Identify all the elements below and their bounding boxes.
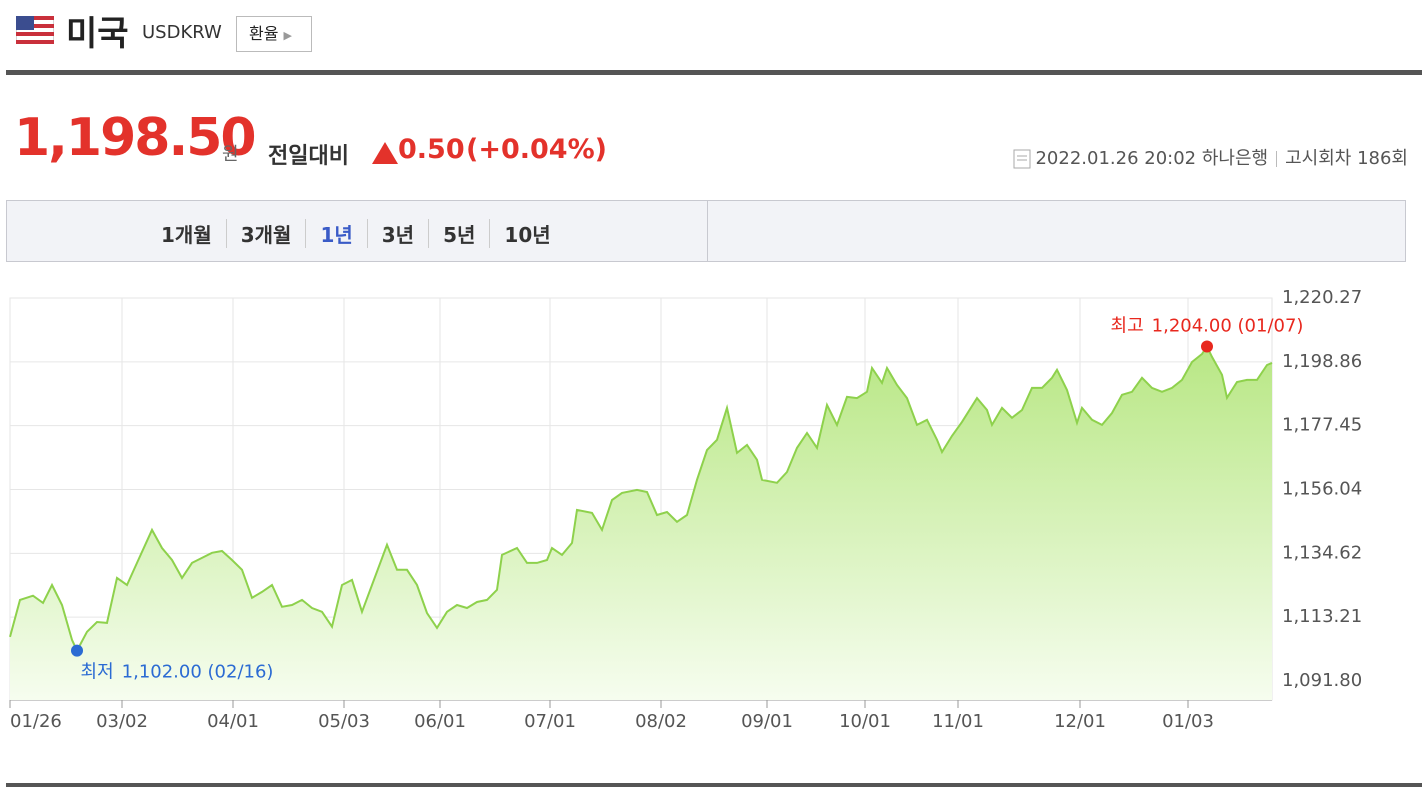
price-unit: 원 — [222, 144, 239, 165]
change-percent: (+0.04%) — [466, 134, 607, 165]
x-tick-label: 04/01 — [207, 711, 259, 732]
period-tabs: 1개월 3개월 1년 3년 5년 10년 — [6, 200, 1406, 262]
x-tick-label: 03/02 — [96, 711, 148, 732]
extreme-marker — [1201, 340, 1213, 353]
tab-list: 1개월 3개월 1년 3년 5년 10년 — [147, 219, 565, 248]
x-tick-label: 06/01 — [414, 711, 466, 732]
meta-icon — [1013, 149, 1031, 169]
up-arrow — [372, 142, 398, 164]
divider — [6, 783, 1422, 787]
x-tick-label: 05/03 — [318, 711, 370, 732]
price: 1,198.50 — [14, 108, 257, 168]
currency-code: USDKRW — [142, 22, 222, 43]
y-tick-label: 1,177.45 — [1282, 415, 1362, 436]
annotation-text: 1,102.00 (02/16) — [122, 662, 274, 683]
y-tick-label: 1,220.27 — [1282, 287, 1362, 308]
y-tick-label: 1,134.62 — [1282, 542, 1362, 563]
tab[interactable]: 3개월 — [225, 219, 306, 248]
annotation-label: 최고 — [1111, 316, 1144, 337]
line — [9, 344, 1273, 653]
datetime: 2022.01.26 20:02 — [1035, 148, 1197, 169]
x-tick-label: 10/01 — [839, 711, 891, 732]
x-tick-label: 01/26 — [10, 711, 62, 732]
annotation-text: 1,204.00 (01/07) — [1152, 316, 1304, 337]
annotation: 최고 1,204.00 (01/07) — [1111, 316, 1304, 337]
chart: 1,091.80 1,113.21 1,134.62 1,156.04 1,177.45… — [9, 287, 1362, 732]
area — [10, 346, 1272, 700]
annotation-label: 최저 — [81, 662, 114, 683]
y-tick-label: 1,198.86 — [1282, 351, 1362, 372]
y-tick-label: 1,113.21 — [1282, 606, 1362, 627]
tab[interactable]: 3년 — [366, 219, 428, 248]
change-value: 0.50 — [398, 134, 465, 165]
quote-meta: 2022.01.26 20:02 하나은행 고시회차 186회 — [1013, 144, 1408, 170]
y-tick-label: 1,091.80 — [1282, 670, 1362, 691]
flag-icon — [16, 16, 54, 44]
tab[interactable]: 10년 — [489, 219, 564, 248]
x-tick-label: 11/01 — [932, 711, 984, 732]
y-tick-label: 1,156.04 — [1282, 478, 1362, 499]
tab[interactable]: 1개월 — [161, 223, 212, 247]
tab[interactable]: 1년 — [305, 219, 366, 248]
change-label: 전일대비 — [268, 144, 349, 169]
annotation: 최저 1,102.00 (02/16) — [81, 662, 274, 683]
bank: 하나은행 — [1201, 148, 1269, 169]
divider — [6, 70, 1422, 75]
x-tick-label: 01/03 — [1162, 711, 1214, 732]
x-tick-label: 09/01 — [741, 711, 793, 732]
rate-button[interactable]: 환율 ▶ — [236, 16, 312, 52]
extreme-marker — [71, 644, 83, 657]
x-tick-label: 08/02 — [635, 711, 687, 732]
x-tick-label: 07/01 — [524, 711, 576, 732]
round: 고시회차 186회 — [1285, 148, 1408, 169]
country-name: 미국 — [66, 14, 129, 54]
tab[interactable]: 5년 — [428, 219, 489, 248]
rate-button-label[interactable]: 환율 — [249, 24, 279, 43]
x-tick-label: 12/01 — [1054, 711, 1106, 732]
